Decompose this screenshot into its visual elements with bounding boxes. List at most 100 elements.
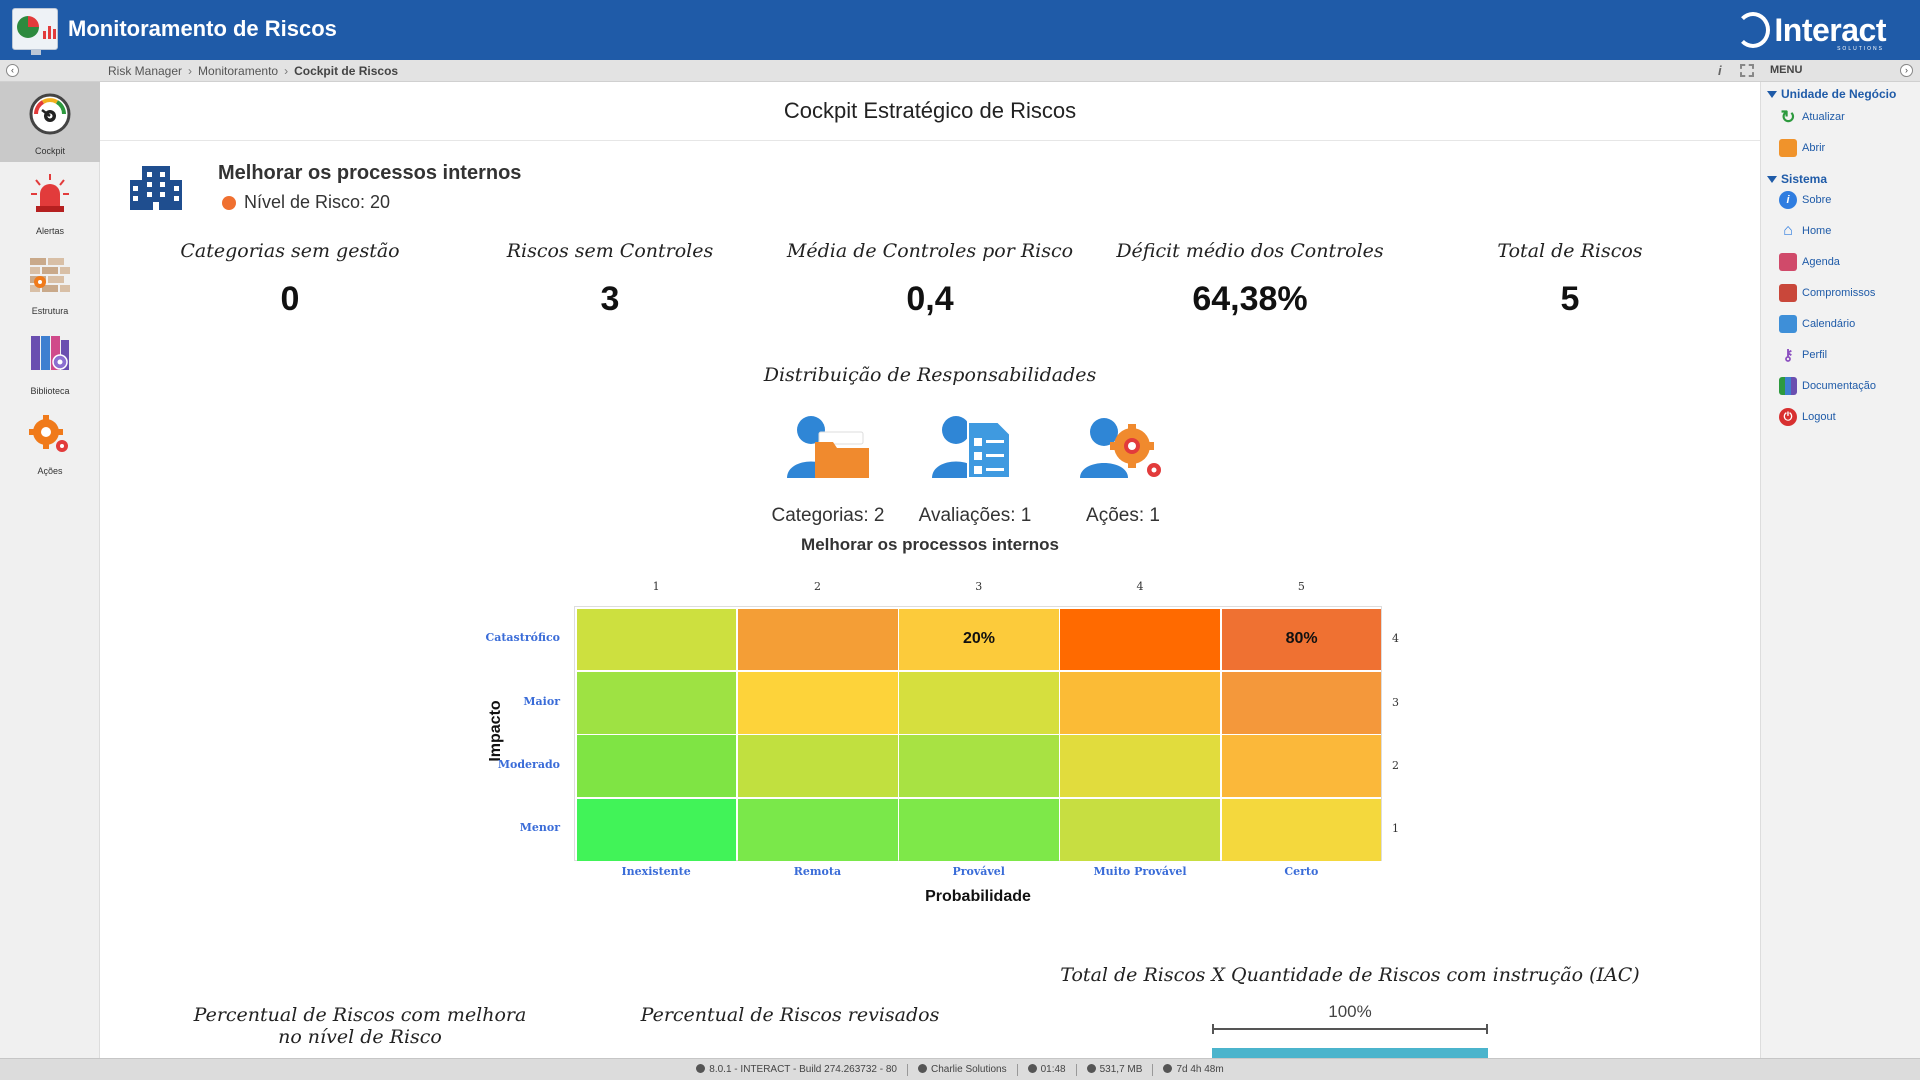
- heatmap-title: Melhorar os processos internos: [801, 535, 1059, 554]
- heatmap-cell[interactable]: [899, 671, 1059, 734]
- heatmap-cell[interactable]: 20%: [899, 608, 1059, 671]
- nav-estrutura-label: Estrutura: [31, 306, 69, 316]
- kpi-label: Déficit médio dos Controles: [1116, 240, 1384, 262]
- resp-acoes[interactable]: Ações: 1: [1048, 412, 1198, 527]
- menu-label: MENU: [1770, 64, 1803, 76]
- briefcase-icon: [1779, 284, 1797, 302]
- x-tick-number: 5: [1297, 580, 1305, 593]
- nav-acoes-label: Ações: [37, 466, 63, 476]
- status-uptime: 7d 4h 48m: [1163, 1064, 1224, 1075]
- menu-item-label: Documentação: [1802, 380, 1876, 392]
- alarm-light-icon: [31, 174, 69, 212]
- heatmap-cell[interactable]: 80%: [1221, 608, 1382, 671]
- breadcrumb-current: Cockpit de Riscos: [294, 64, 399, 78]
- x-tick-number: 2: [813, 580, 821, 593]
- refresh-icon: ↻: [1780, 106, 1796, 127]
- kpi-media-controles: Média de Controles por Risco 0,4: [770, 240, 1090, 319]
- heatmap-cell[interactable]: [737, 735, 898, 798]
- risk-level: Nível de Risco: 20: [222, 192, 390, 213]
- heatmap-cell[interactable]: [1221, 735, 1382, 798]
- main-content: Cockpit Estratégico de Riscos Melhorar o…: [100, 82, 1760, 1058]
- breadcrumb-monitoramento[interactable]: Monitoramento: [198, 64, 279, 78]
- kpi-value: 64,38%: [1192, 280, 1308, 318]
- left-nav: Cockpit Alertas Estrutura: [0, 82, 100, 1058]
- heatmap-cell[interactable]: [576, 671, 737, 734]
- heatmap-cell[interactable]: [899, 735, 1059, 798]
- home-icon: ⌂: [1783, 222, 1793, 239]
- x-tick-number: 4: [1136, 580, 1144, 593]
- heatmap-cell[interactable]: [1060, 735, 1221, 798]
- gears-icon: [29, 415, 68, 452]
- brick-wall-icon: [30, 258, 70, 292]
- nav-alertas[interactable]: Alertas: [0, 162, 100, 242]
- kpi-value: 0: [280, 280, 300, 318]
- heatmap-cell[interactable]: [737, 671, 898, 734]
- nav-cockpit[interactable]: Cockpit: [0, 82, 100, 162]
- collapse-left-button[interactable]: ‹: [6, 64, 19, 77]
- menu-item-home[interactable]: ⌂ Home: [1779, 220, 1831, 242]
- user-icon: [917, 1064, 927, 1073]
- heatmap-cell[interactable]: [1060, 671, 1221, 734]
- y-tick-label: Maior: [523, 694, 560, 708]
- heatmap-cell[interactable]: [737, 798, 898, 861]
- menu-item-atualizar[interactable]: ↻ Atualizar: [1779, 106, 1845, 128]
- menu-item-label: Abrir: [1802, 142, 1826, 154]
- user-gears-icon: [1080, 418, 1161, 478]
- status-divider: [1152, 1063, 1154, 1076]
- menu-item-label: Calendário: [1802, 318, 1856, 330]
- calendar-icon: [1779, 315, 1797, 333]
- breadcrumb-risk-manager[interactable]: Risk Manager: [108, 64, 183, 78]
- heatmap-cell[interactable]: [1221, 798, 1382, 861]
- y-tick-number: 4: [1392, 632, 1399, 646]
- brand-logo: Interact SOLUTIONS: [1736, 10, 1886, 52]
- heatmap-cell[interactable]: [1221, 671, 1382, 734]
- heatmap-cell[interactable]: [576, 798, 737, 861]
- info-icon[interactable]: i: [1718, 63, 1722, 78]
- chevron-right-icon: ›: [188, 64, 193, 78]
- fullscreen-icon[interactable]: [1740, 64, 1754, 77]
- improved-risks-title: Percentual de Riscos com melhora no níve…: [180, 1004, 540, 1048]
- menu-item-agenda[interactable]: Agenda: [1779, 251, 1840, 273]
- menu-item-perfil[interactable]: ⚷ Perfil: [1779, 344, 1828, 366]
- heatmap-cell[interactable]: [737, 608, 898, 671]
- power-icon: ⏻: [1779, 408, 1797, 426]
- nav-cockpit-label: Cockpit: [34, 146, 65, 156]
- menu-item-logout[interactable]: ⏻ Logout: [1779, 406, 1836, 428]
- menu-item-label: Home: [1802, 225, 1832, 237]
- status-divider: [906, 1063, 908, 1076]
- resp-categorias[interactable]: Categorias: 2: [753, 412, 903, 527]
- books-icon: [31, 336, 69, 370]
- user-checklist-icon: [932, 416, 1011, 479]
- clock-icon: [1027, 1064, 1037, 1073]
- heatmap-cell[interactable]: [1060, 608, 1221, 671]
- nav-estrutura[interactable]: Estrutura: [0, 242, 100, 322]
- nav-biblioteca[interactable]: Biblioteca: [0, 322, 100, 402]
- collapse-right-button[interactable]: ›: [1900, 64, 1913, 77]
- breadcrumb-bar: ‹ Risk Manager › Monitoramento › Cockpit…: [0, 60, 1920, 82]
- kpi-value: 0,4: [906, 280, 954, 318]
- menu-item-calendario[interactable]: Calendário: [1779, 313, 1855, 335]
- heatmap-cell[interactable]: [576, 735, 737, 798]
- menu-item-sobre[interactable]: i Sobre: [1779, 189, 1831, 211]
- building-icon: [130, 166, 182, 210]
- heatmap-cell[interactable]: [576, 608, 737, 671]
- menu-item-label: Agenda: [1802, 256, 1840, 268]
- interact-logo-icon: [1736, 12, 1771, 48]
- menu-item-label: Atualizar: [1802, 111, 1845, 123]
- status-memory: 531,7 MB: [1086, 1064, 1142, 1075]
- brand-name: Interact: [1774, 11, 1886, 48]
- menu-group-sistema[interactable]: Sistema: [1767, 172, 1827, 186]
- menu-item-compromissos[interactable]: Compromissos: [1779, 282, 1875, 304]
- nav-acoes[interactable]: Ações: [0, 402, 100, 482]
- y-tick-number: 1: [1392, 822, 1399, 836]
- resp-avaliacoes[interactable]: Avaliações: 1: [900, 412, 1050, 527]
- x-tick-label: Provável: [952, 865, 1005, 878]
- menu-item-documentacao[interactable]: Documentação: [1779, 375, 1876, 397]
- heatmap-cell[interactable]: [899, 798, 1059, 861]
- triangle-down-icon: [1767, 176, 1777, 183]
- heatmap-cell[interactable]: [1060, 798, 1221, 861]
- menu-group-unidade[interactable]: Unidade de Negócio: [1767, 87, 1896, 101]
- y-tick-label: Catastrófico: [485, 631, 560, 645]
- menu-item-abrir[interactable]: Abrir: [1779, 137, 1825, 159]
- app-icon: [696, 1064, 706, 1073]
